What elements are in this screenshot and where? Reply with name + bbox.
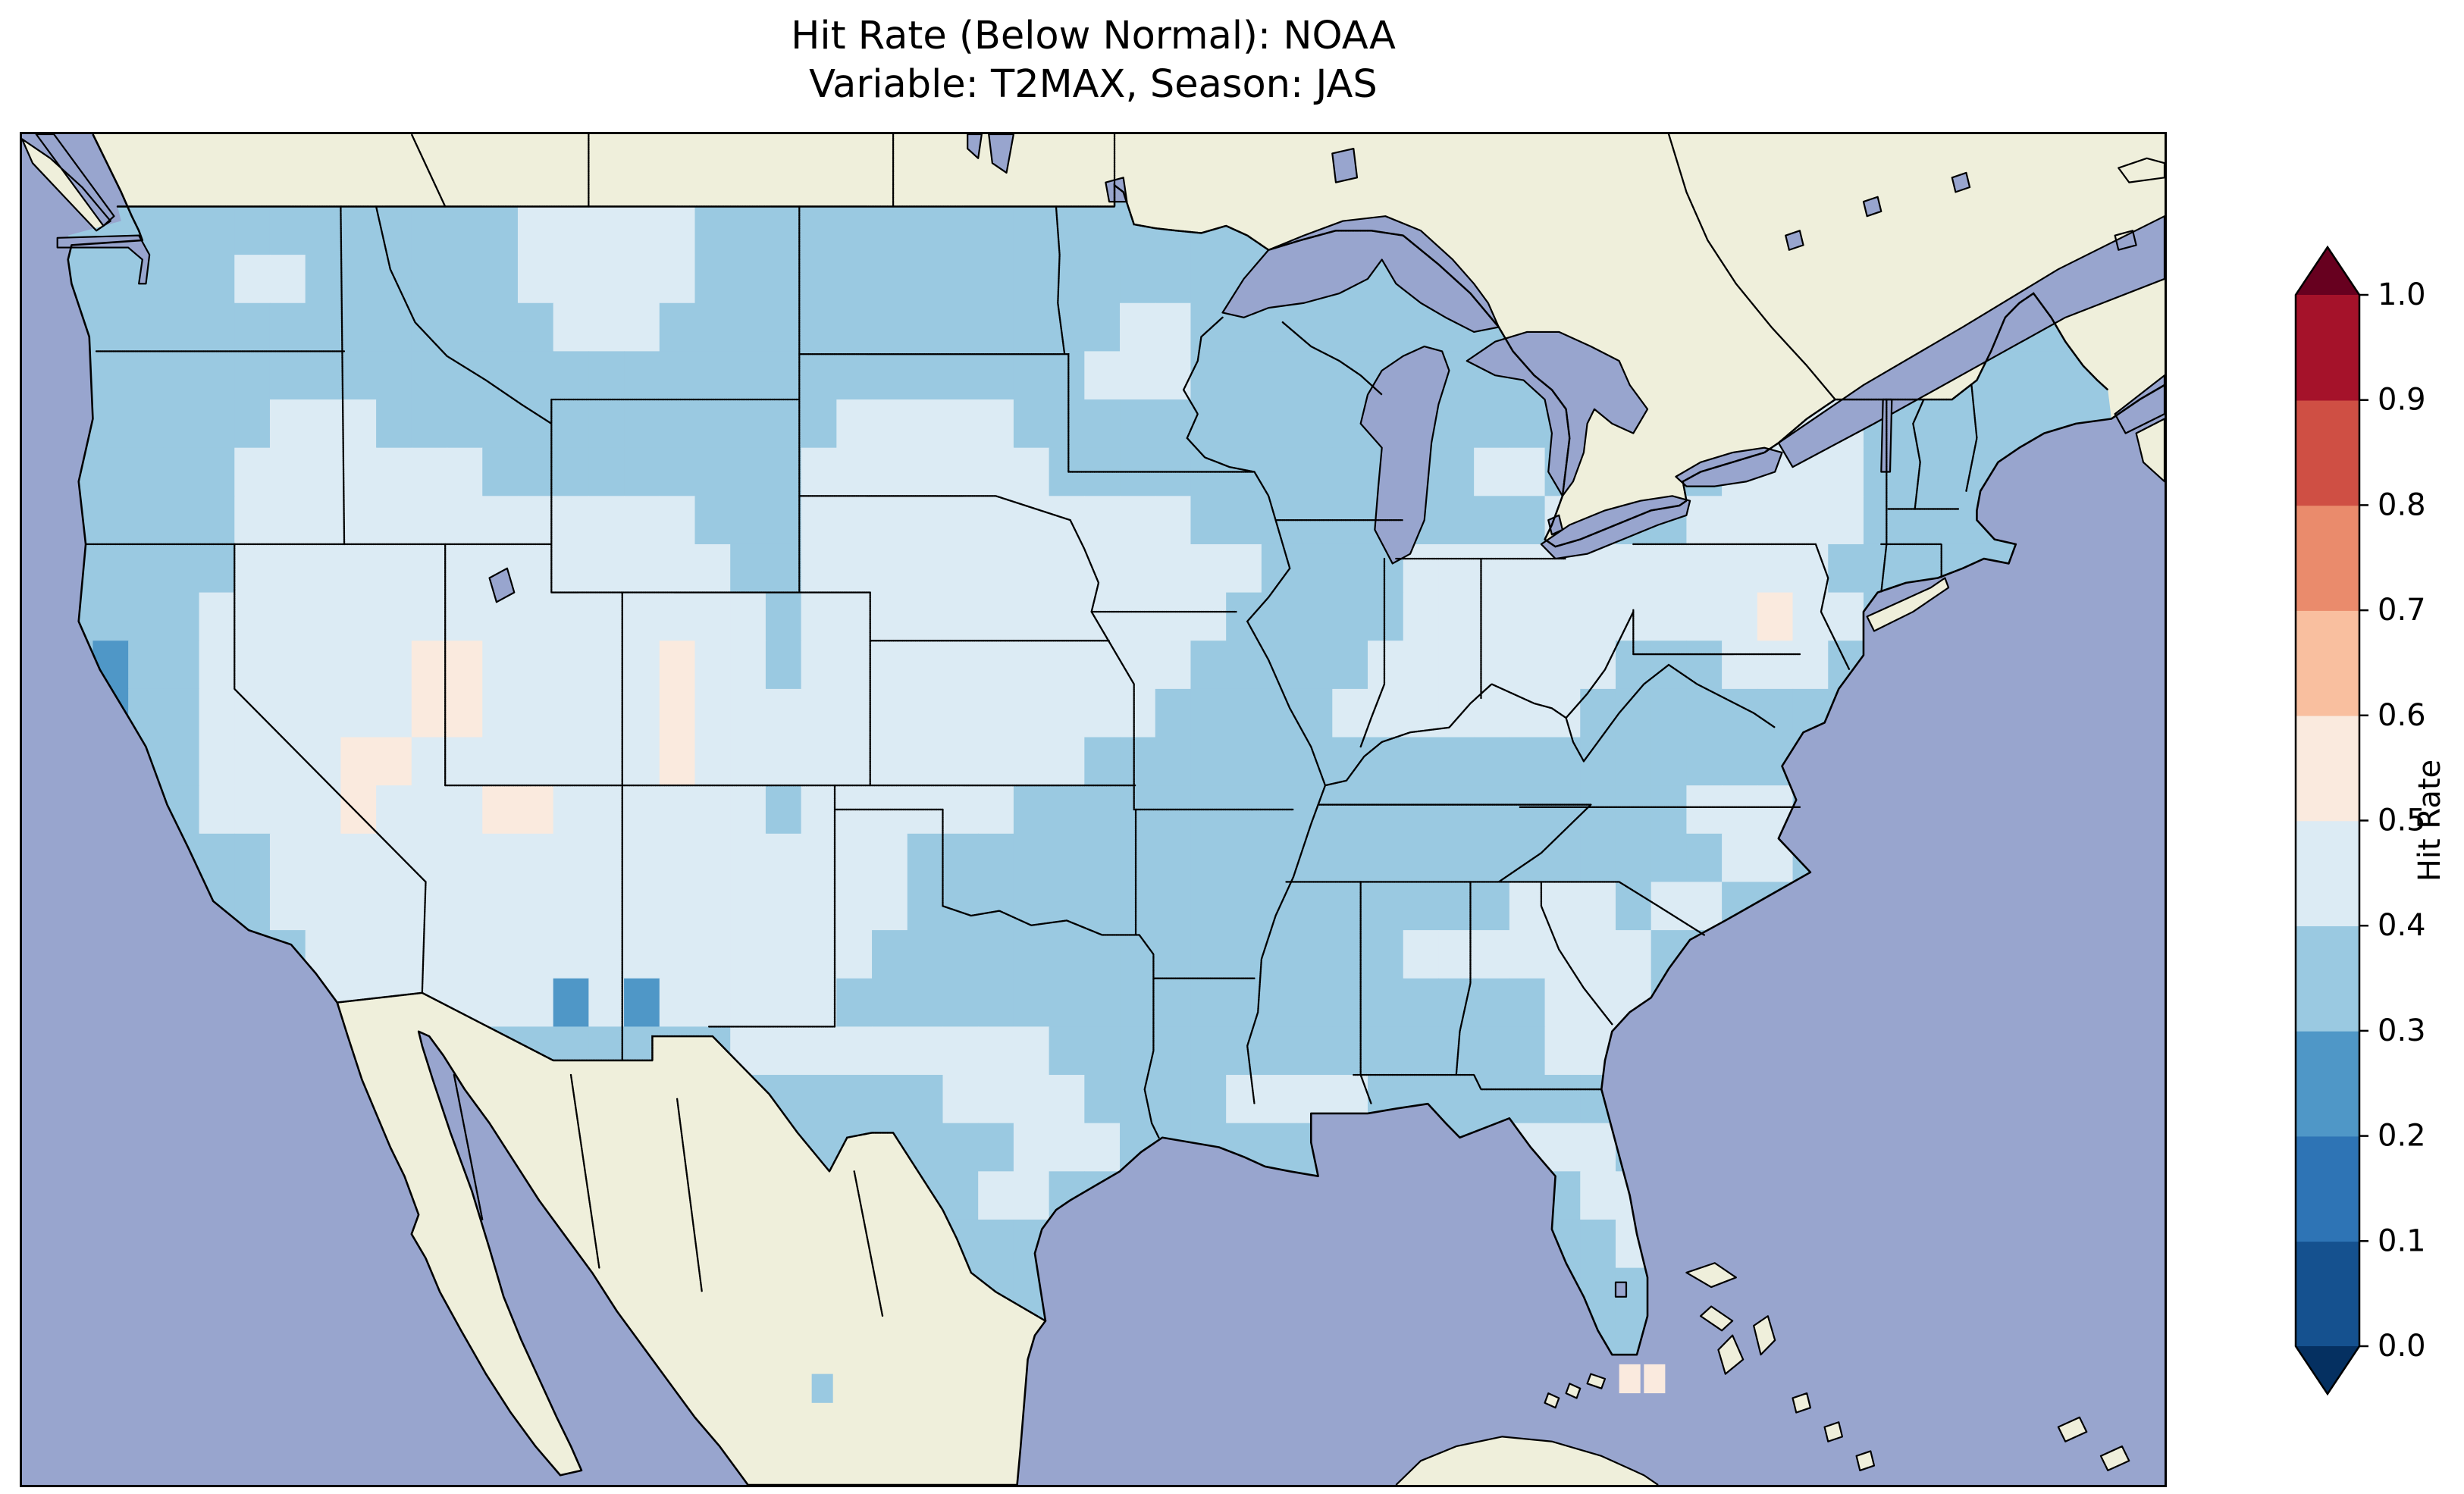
colorbar: 0.00.10.20.30.40.50.60.70.80.91.0Hit Rat… — [2259, 220, 2464, 1433]
title-line1: Hit Rate (Below Normal): NOAA — [20, 12, 2167, 61]
title-line2: Variable: T2MAX, Season: JAS — [20, 61, 2167, 109]
colorbar-over-arrow — [2296, 247, 2359, 295]
colorbar-segment — [2296, 716, 2359, 822]
figure-title: Hit Rate (Below Normal): NOAA Variable: … — [20, 12, 2167, 109]
colorbar-tick-label: 0.7 — [2378, 593, 2426, 628]
colorbar-segment — [2296, 295, 2359, 401]
map-svg — [22, 134, 2165, 1485]
colorbar-tick-label: 0.6 — [2378, 698, 2426, 733]
colorbar-axis-label: Hit Rate — [2412, 760, 2447, 882]
colorbar-tick-label: 0.2 — [2378, 1119, 2426, 1154]
colorbar-tick-label: 0.4 — [2378, 908, 2426, 943]
colorbar-segment — [2296, 926, 2359, 1032]
colorbar-tick-label: 0.1 — [2378, 1223, 2426, 1258]
colorbar-tick-label: 0.8 — [2378, 487, 2426, 522]
colorbar-segment — [2296, 610, 2359, 716]
map-panel — [20, 132, 2167, 1487]
colorbar-segment — [2296, 505, 2359, 611]
colorbar-segment — [2296, 1136, 2359, 1242]
colorbar-tick-label: 0.9 — [2378, 383, 2426, 418]
colorbar-segment — [2296, 1031, 2359, 1137]
colorbar-tick-label: 0.0 — [2378, 1329, 2426, 1364]
colorbar-tick-label: 0.3 — [2378, 1013, 2426, 1048]
colorbar-segment — [2296, 400, 2359, 506]
colorbar-segment — [2296, 1241, 2359, 1347]
colorbar-segment — [2296, 821, 2359, 927]
colorbar-under-arrow — [2296, 1346, 2359, 1394]
colorbar-tick-label: 1.0 — [2378, 277, 2426, 312]
